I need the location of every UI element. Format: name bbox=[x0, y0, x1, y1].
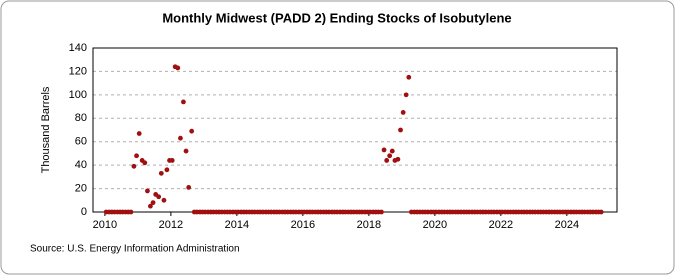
chart-title: Monthly Midwest (PADD 2) Ending Stocks o… bbox=[162, 10, 511, 25]
data-point bbox=[142, 160, 148, 166]
data-point bbox=[403, 92, 409, 98]
y-tick-label: 0 bbox=[81, 206, 87, 218]
data-point bbox=[389, 148, 395, 154]
data-point bbox=[381, 147, 387, 153]
data-point bbox=[189, 128, 195, 134]
data-point bbox=[134, 153, 139, 159]
data-point bbox=[400, 110, 406, 115]
data-point bbox=[148, 203, 153, 209]
x-tick-label: 2010 bbox=[93, 219, 117, 231]
y-tick-label: 40 bbox=[75, 159, 87, 171]
data-point bbox=[598, 209, 604, 215]
data-point bbox=[175, 65, 181, 71]
data-point bbox=[387, 153, 393, 159]
data-point bbox=[186, 185, 192, 190]
data-point bbox=[128, 209, 134, 215]
y-tick-label: 80 bbox=[75, 112, 87, 124]
data-point bbox=[161, 197, 167, 203]
y-axis-label: Thousand Barrels bbox=[40, 86, 52, 173]
y-tick-label: 120 bbox=[69, 65, 87, 77]
x-tick-label: 2014 bbox=[225, 219, 249, 231]
y-tick-label: 140 bbox=[69, 42, 87, 54]
x-tick-label: 2020 bbox=[423, 219, 447, 231]
source-note: Source: U.S. Energy Information Administ… bbox=[30, 244, 240, 255]
data-point bbox=[384, 158, 390, 163]
data-point bbox=[406, 74, 412, 80]
x-tick-label: 2022 bbox=[489, 219, 513, 231]
data-point bbox=[131, 163, 137, 169]
data-point bbox=[150, 200, 156, 206]
data-point bbox=[156, 194, 162, 200]
data-point bbox=[136, 131, 142, 136]
x-tick-label: 2024 bbox=[555, 219, 579, 231]
data-point bbox=[164, 167, 170, 173]
y-tick-label: 60 bbox=[75, 136, 87, 148]
data-point bbox=[169, 158, 175, 163]
data-point bbox=[181, 99, 186, 105]
data-point bbox=[378, 209, 384, 215]
data-point bbox=[145, 188, 150, 194]
x-tick-label: 2016 bbox=[291, 219, 315, 231]
x-tick-label: 2018 bbox=[357, 219, 381, 231]
data-point bbox=[395, 156, 401, 162]
data-point bbox=[183, 148, 189, 154]
data-point bbox=[178, 135, 183, 141]
y-tick-label: 20 bbox=[75, 182, 87, 194]
data-point bbox=[158, 170, 164, 176]
x-tick-label: 2012 bbox=[159, 219, 183, 231]
y-tick-label: 100 bbox=[69, 89, 87, 101]
data-point bbox=[398, 127, 403, 133]
